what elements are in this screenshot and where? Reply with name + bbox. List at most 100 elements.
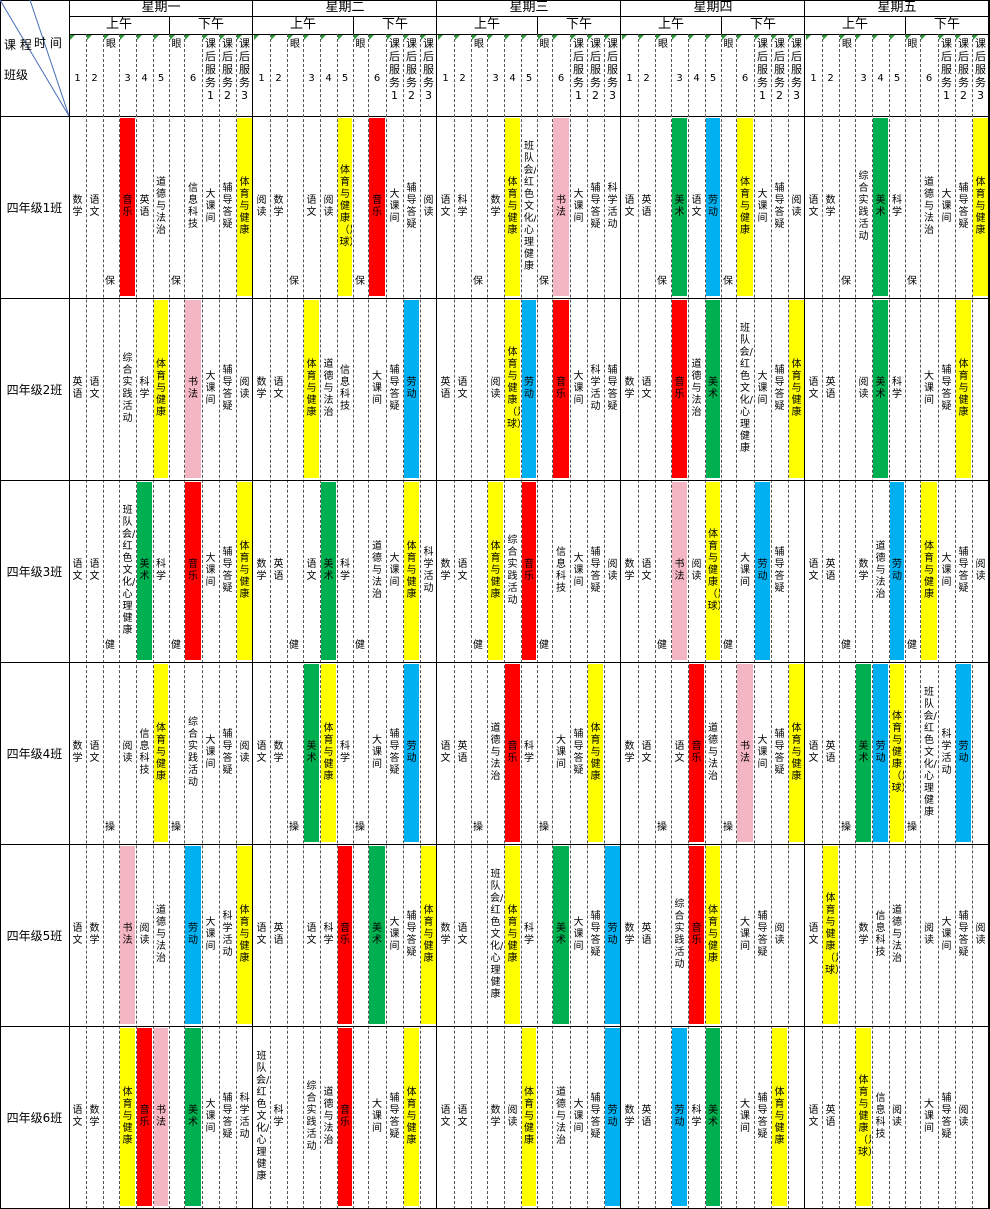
period-marker-icon <box>873 35 878 40</box>
lesson-cell: 美术 <box>706 300 720 478</box>
lesson-cell: 英语 <box>639 118 654 296</box>
lesson-cell: 体育与健康 <box>973 118 988 296</box>
lesson-label: 语文 <box>72 559 83 582</box>
lesson-cell: 科学活动 <box>220 846 235 1024</box>
period-rule <box>420 34 421 1209</box>
lesson-label: 阅读 <box>924 923 934 946</box>
lesson-cell: 数学 <box>438 846 453 1024</box>
lesson-cell: 辅导答疑 <box>755 1028 770 1206</box>
lesson-label: 班队会/红色文化/心理健康 <box>923 687 937 818</box>
lesson-cell: 数学 <box>271 664 286 842</box>
lesson-cell: 语文 <box>455 846 470 1024</box>
lesson-cell: 科学 <box>522 846 536 1024</box>
break-mark: 健 <box>355 640 365 651</box>
lesson-cell: 书法 <box>553 118 569 296</box>
period-marker-icon <box>288 35 293 40</box>
period-header: 4 <box>509 73 516 84</box>
break-mark: 操 <box>723 822 733 833</box>
lesson-label: 语文 <box>440 1105 451 1128</box>
lesson-cell: 大课间 <box>203 300 218 478</box>
lesson-cell: 阅读 <box>772 846 787 1024</box>
lesson-label: 音乐 <box>524 559 534 582</box>
lesson-label: 语文 <box>256 923 267 946</box>
lesson-label: 班队会/红色文化/心理健康 <box>490 869 503 1000</box>
lesson-label: 道德与法治 <box>691 359 702 418</box>
lesson-cell: 辅导答疑 <box>220 118 235 296</box>
lesson-cell: 劳动 <box>890 482 904 660</box>
lesson-label: 体育与健康 <box>975 177 986 236</box>
lesson-label: 数学 <box>858 559 869 582</box>
lesson-label: 音乐 <box>556 377 566 400</box>
lesson-cell: 体育与健康（足球） <box>706 482 720 660</box>
lesson-label: 体育与健康 <box>507 905 518 964</box>
period-marker-icon <box>203 35 208 40</box>
lesson-cell: 科学 <box>137 300 152 478</box>
lesson-label: 体育与健康 <box>507 177 518 236</box>
lesson-label: 数学 <box>256 377 267 400</box>
lesson-cell: 大课间 <box>203 1028 218 1206</box>
period-marker-icon <box>906 35 911 40</box>
lesson-cell: 道德与法治 <box>689 300 704 478</box>
lesson-cell: 辅导答疑 <box>387 664 402 842</box>
lesson-cell: 班队会/红色文化/心理健康 <box>254 1028 269 1206</box>
lesson-label: 数学 <box>89 1105 100 1128</box>
lesson-label: 书法 <box>156 1105 166 1128</box>
lesson-cell: 美术 <box>706 1028 720 1206</box>
lesson-cell: 体育与健康 <box>772 1028 787 1206</box>
lesson-cell: 音乐 <box>369 118 385 296</box>
lesson-label: 语文 <box>273 377 284 400</box>
lesson-cell: 大课间 <box>755 118 770 296</box>
lesson-label: 体育与健康 <box>791 723 802 782</box>
period-marker-icon <box>939 35 944 40</box>
period-header: 2 <box>275 73 282 84</box>
period-header: 课后服务2 <box>222 37 233 102</box>
period-rule <box>587 34 588 1209</box>
period-marker-icon <box>438 35 443 40</box>
period-marker-icon <box>973 35 978 40</box>
lesson-cell: 数学 <box>87 846 102 1024</box>
lesson-cell: 数学 <box>87 1028 102 1206</box>
lesson-cell: 道德与法治 <box>553 1028 569 1206</box>
lesson-cell: 辅导答疑 <box>588 118 603 296</box>
lesson-label: 综合实践活动 <box>306 1081 317 1152</box>
period-header: 6 <box>189 73 197 84</box>
half-pm: 下午 <box>565 17 592 32</box>
lesson-cell: 语文 <box>304 846 319 1024</box>
period-header: 5 <box>341 73 349 84</box>
day-title: 星期三 <box>509 0 549 15</box>
lesson-label: 体育与健康（足球） <box>507 347 520 430</box>
lesson-cell: 道德与法治 <box>921 118 937 296</box>
lesson-cell: 体育与健康 <box>154 664 168 842</box>
lesson-label: 体育与健康 <box>423 905 434 964</box>
lesson-label: 体育与健康 <box>406 1087 417 1146</box>
lesson-label: 信息科技 <box>340 365 350 412</box>
lesson-cell: 数学 <box>823 118 838 296</box>
lesson-label: 道德与法治 <box>875 541 886 600</box>
lesson-cell: 书法 <box>737 664 753 842</box>
period-marker-icon <box>737 35 742 40</box>
lesson-cell: 书法 <box>672 482 687 660</box>
period-header: 1 <box>810 73 817 84</box>
lesson-label: 辅导答疑 <box>941 365 952 412</box>
lesson-label: 劳动 <box>958 741 969 764</box>
lesson-label: 体育与健康 <box>122 1087 133 1146</box>
period-marker-icon <box>170 35 175 40</box>
lesson-label: 科学 <box>139 377 150 400</box>
lesson-cell: 大课间 <box>387 118 402 296</box>
lesson-cell: 科学活动 <box>588 300 603 478</box>
lesson-label: 体育与健康 <box>958 359 969 418</box>
lesson-cell: 体育与健康（足球） <box>338 118 352 296</box>
period-marker-icon <box>856 35 861 40</box>
period-header: 课后服务1 <box>389 37 400 102</box>
lesson-cell: 班队会/红色文化/心理健康 <box>737 300 753 478</box>
lesson-label: 辅导答疑 <box>958 183 969 230</box>
period-rule <box>454 34 455 1209</box>
period-rule <box>202 34 203 1209</box>
lesson-cell: 体育与健康（足球） <box>823 846 838 1024</box>
period-header: 课后服务3 <box>423 37 434 102</box>
period-rule <box>287 34 288 1209</box>
period-header: 眼 <box>723 39 734 50</box>
lesson-label: 体育与健康 <box>791 359 802 418</box>
lesson-cell: 大课间 <box>755 300 770 478</box>
lesson-label: 数学 <box>256 559 267 582</box>
